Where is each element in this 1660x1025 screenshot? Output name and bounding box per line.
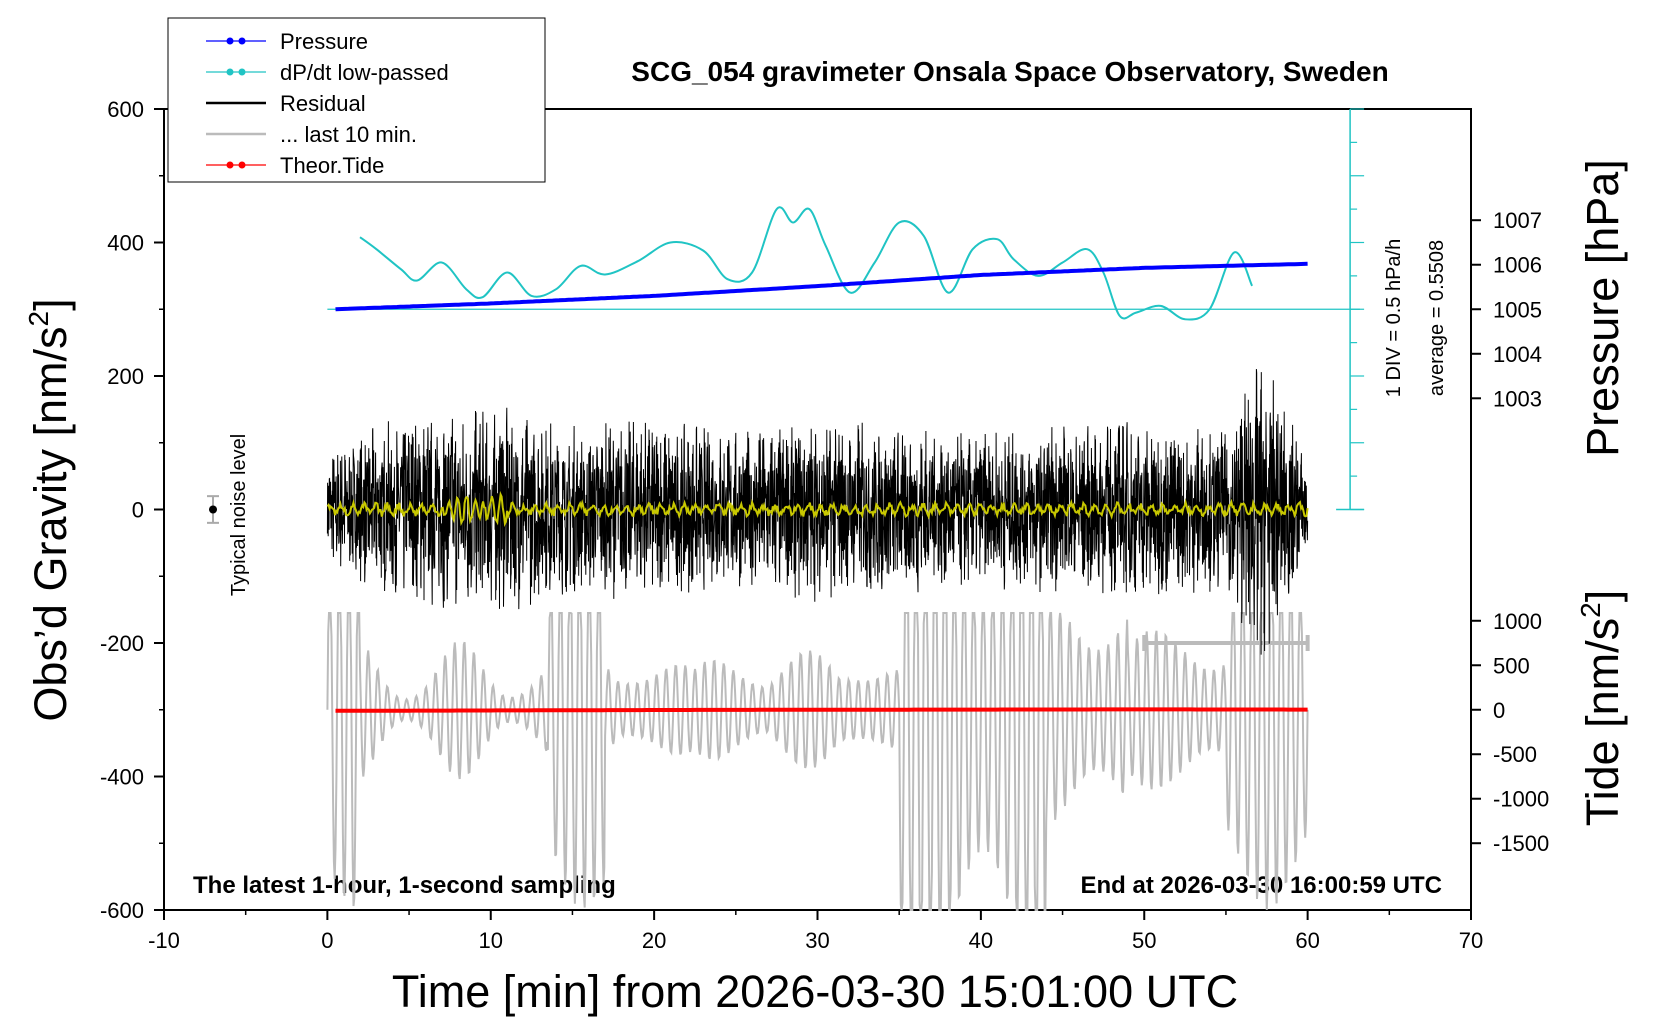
noise-level-label: Typical noise level	[228, 434, 250, 596]
series-residual-smoothed	[326, 490, 1309, 528]
y-tick-label: -600	[100, 898, 144, 923]
legend-box	[167, 17, 546, 183]
series-theor-tide	[335, 707, 1308, 713]
y-axis-title-pressure: Pressure [hPa]	[1577, 159, 1628, 457]
legend-label: dP/dt low-passed	[280, 60, 449, 85]
y-tick-label: 600	[107, 97, 144, 122]
series-last-10-min	[326, 612, 1309, 911]
x-tick-label: 70	[1459, 928, 1483, 953]
tide-tick-label: -1000	[1493, 787, 1549, 812]
pressure-tick-label: 1006	[1493, 253, 1542, 278]
pressure-tick-label: 1007	[1493, 208, 1542, 233]
x-tick-label: 20	[642, 928, 666, 953]
legend-marker	[238, 37, 246, 45]
axis-ticks: -10 0 10 20 30 40 50 60 70 600 400 200 0 -200 -400 -600…	[100, 97, 1549, 953]
y-tick-label: -400	[100, 765, 144, 790]
legend-marker	[226, 68, 234, 76]
legend: Pressure dP/dt low-passed Residual ... last…	[167, 17, 546, 183]
series-pressure	[335, 261, 1308, 312]
legend-marker	[226, 37, 234, 45]
x-tick-label: 30	[805, 928, 829, 953]
annotation-bottom-right: End at 2026-03-30 16:00:59 UTC	[1081, 872, 1443, 899]
legend-label: Residual	[280, 91, 366, 116]
tide-tick-label: -500	[1493, 742, 1537, 767]
y-axis-title-tide: Tide [nm/s2]	[1575, 590, 1628, 826]
legend-label: ... last 10 min.	[280, 122, 417, 147]
legend-marker	[238, 68, 246, 76]
chart-title: SCG_054 gravimeter Onsala Space Observat…	[631, 56, 1388, 87]
tide-tick-label: 0	[1493, 698, 1505, 723]
x-tick-label: 10	[479, 928, 503, 953]
y-tick-label: 200	[107, 364, 144, 389]
x-tick-label: 0	[321, 928, 333, 953]
dpdt-scale-label: 1 DIV = 0.5 hPa/h	[1383, 239, 1405, 397]
legend-marker	[238, 161, 246, 169]
pressure-tick-label: 1003	[1493, 386, 1542, 411]
legend-marker	[226, 161, 234, 169]
x-tick-label: 60	[1295, 928, 1319, 953]
dpdt-average-label: average = 0.5508	[1426, 240, 1448, 396]
tide-tick-label: 500	[1493, 653, 1530, 678]
x-axis-title: Time [min] from 2026-03-30 15:01:00 UTC	[392, 966, 1238, 1017]
noise-marker	[209, 505, 218, 514]
pressure-tick-label: 1005	[1493, 297, 1542, 322]
series-dpdt	[359, 206, 1254, 321]
tide-tick-label: 1000	[1493, 609, 1542, 634]
legend-label: Pressure	[280, 29, 368, 54]
x-tick-label: 50	[1132, 928, 1156, 953]
y-axis-title-left: Obs’d Gravity [nm/s2]	[23, 298, 76, 721]
legend-label: Theor.Tide	[280, 153, 384, 178]
annotation-bottom-left: The latest 1-hour, 1-second sampling	[193, 872, 616, 899]
y-tick-label: 0	[132, 498, 144, 523]
tide-tick-label: -1500	[1493, 831, 1549, 856]
y-tick-label: -200	[100, 631, 144, 656]
x-tick-label: -10	[148, 928, 180, 953]
x-tick-label: 40	[969, 928, 993, 953]
pressure-tick-label: 1004	[1493, 342, 1542, 367]
data-series	[207, 108, 1365, 911]
y-tick-label: 400	[107, 231, 144, 256]
